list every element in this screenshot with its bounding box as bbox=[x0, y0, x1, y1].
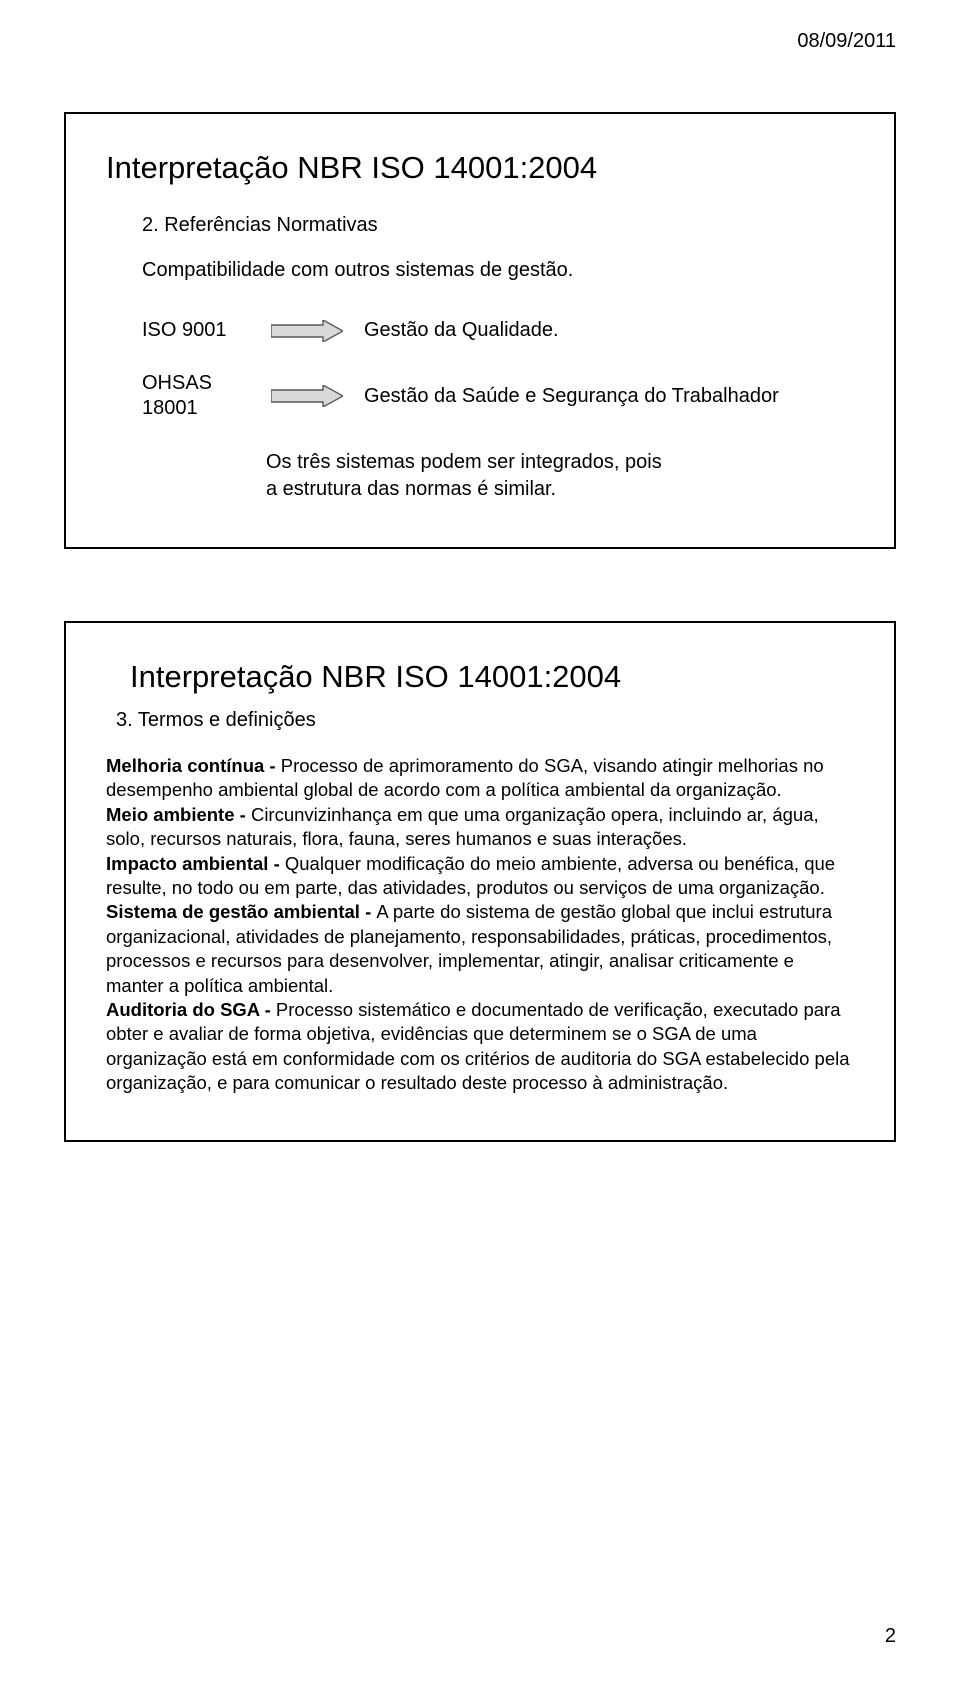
slide-2: Interpretação NBR ISO 14001:2004 3. Term… bbox=[64, 621, 896, 1142]
standard-row-iso9001: ISO 9001 Gestão da Qualidade. bbox=[142, 318, 854, 343]
footnote-line1: Os três sistemas podem ser integrados, p… bbox=[266, 449, 854, 476]
page: 08/09/2011 Interpretação NBR ISO 14001:2… bbox=[0, 0, 960, 1684]
definition-item: Melhoria contínua - Processo de aprimora… bbox=[106, 754, 854, 803]
slide1-subline: Compatibilidade com outros sistemas de g… bbox=[142, 259, 854, 282]
definitions-block: Melhoria contínua - Processo de aprimora… bbox=[106, 754, 854, 1096]
page-number: 2 bbox=[885, 1625, 896, 1648]
date-text: 08/09/2011 bbox=[797, 30, 896, 53]
definition-term: Impacto ambiental - bbox=[106, 853, 285, 874]
standard-label: ISO 9001 bbox=[142, 318, 262, 343]
slides-container: Interpretação NBR ISO 14001:2004 2. Refe… bbox=[64, 112, 896, 1142]
slide2-section-heading: 3. Termos e definições bbox=[116, 709, 854, 732]
definition-term: Sistema de gestão ambiental - bbox=[106, 901, 376, 922]
definition-item: Impacto ambiental - Qualquer modificação… bbox=[106, 852, 854, 901]
footnote-line2: a estrutura das normas é similar. bbox=[266, 476, 854, 503]
definition-term: Auditoria do SGA - bbox=[106, 999, 276, 1020]
definition-term: Meio ambiente - bbox=[106, 804, 251, 825]
slide-1: Interpretação NBR ISO 14001:2004 2. Refe… bbox=[64, 112, 896, 549]
standard-desc: Gestão da Saúde e Segurança do Trabalhad… bbox=[364, 385, 779, 408]
slide1-title: Interpretação NBR ISO 14001:2004 bbox=[106, 150, 854, 186]
definition-term: Melhoria contínua - bbox=[106, 755, 281, 776]
slide1-footnote: Os três sistemas podem ser integrados, p… bbox=[266, 449, 854, 503]
slide2-title: Interpretação NBR ISO 14001:2004 bbox=[130, 659, 854, 695]
slide1-section-heading: 2. Referências Normativas bbox=[142, 214, 854, 237]
definition-item: Meio ambiente - Circunvizinhança em que … bbox=[106, 803, 854, 852]
definition-item: Auditoria do SGA - Processo sistemático … bbox=[106, 998, 854, 1096]
standard-desc: Gestão da Qualidade. bbox=[364, 319, 559, 342]
arrow-shape bbox=[271, 385, 343, 407]
arrow-icon bbox=[262, 320, 352, 342]
arrow-shape bbox=[271, 320, 343, 342]
arrow-icon bbox=[262, 385, 352, 407]
standard-label: OHSAS 18001 bbox=[142, 371, 262, 421]
standard-row-ohsas18001: OHSAS 18001 Gestão da Saúde e Segurança … bbox=[142, 371, 854, 421]
definition-item: Sistema de gestão ambiental - A parte do… bbox=[106, 900, 854, 998]
